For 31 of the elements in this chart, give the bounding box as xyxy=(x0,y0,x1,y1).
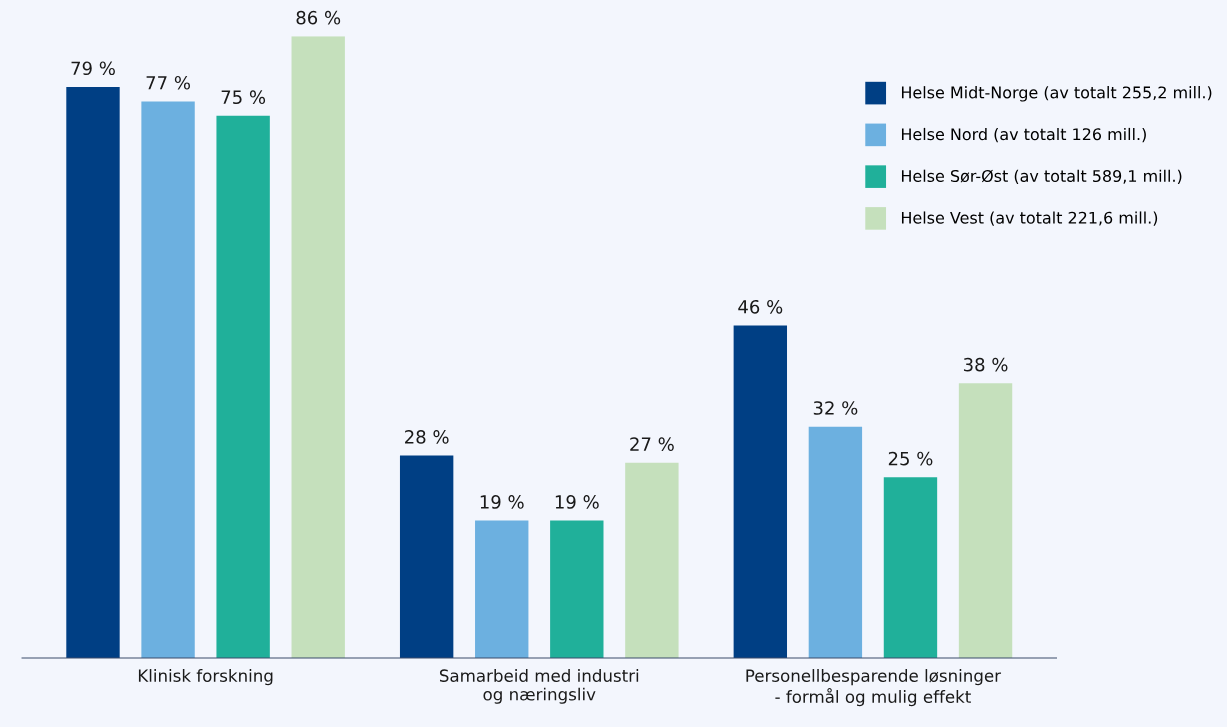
data-label: 32 % xyxy=(813,401,858,415)
bar xyxy=(66,86,120,658)
bar xyxy=(399,455,454,658)
data-label: 19 % xyxy=(480,495,524,509)
data-label: 77 % xyxy=(146,75,190,90)
bar xyxy=(475,520,529,658)
legend-label: Helse Nord (av totalt 126 mill.) xyxy=(901,127,1146,143)
bar xyxy=(958,383,1013,658)
legend-label: Helse Midt-Norge (av totalt 255,2 mill.) xyxy=(901,86,1212,102)
bar xyxy=(550,520,604,658)
bar xyxy=(625,462,679,658)
data-label: 46 % xyxy=(738,299,783,314)
data-label: 75 % xyxy=(221,90,266,105)
data-label: 27 % xyxy=(630,437,674,451)
data-label: 38 % xyxy=(963,357,1008,372)
bar xyxy=(883,477,938,658)
bar xyxy=(291,36,345,658)
data-label: 86 % xyxy=(296,10,341,25)
bar xyxy=(808,426,863,658)
bar xyxy=(216,115,270,658)
x-tick-label: Personellbesparende løsninger - formål og mulig effekt xyxy=(746,669,1002,707)
x-tick-label: Klinisk forskning xyxy=(138,669,273,686)
bar xyxy=(141,101,195,658)
x-tick-label: Samarbeid med industri og næringsliv xyxy=(439,669,639,704)
legend-label: Helse Sør-Øst (av totalt 589,1 mill.) xyxy=(901,169,1182,184)
data-label: 28 % xyxy=(405,430,449,444)
data-label: 25 % xyxy=(888,451,933,466)
legend-label: Helse Vest (av totalt 221,6 mill.) xyxy=(901,211,1158,226)
bar xyxy=(733,325,788,658)
data-label: 79 % xyxy=(71,61,115,76)
data-label: 19 % xyxy=(555,495,599,509)
